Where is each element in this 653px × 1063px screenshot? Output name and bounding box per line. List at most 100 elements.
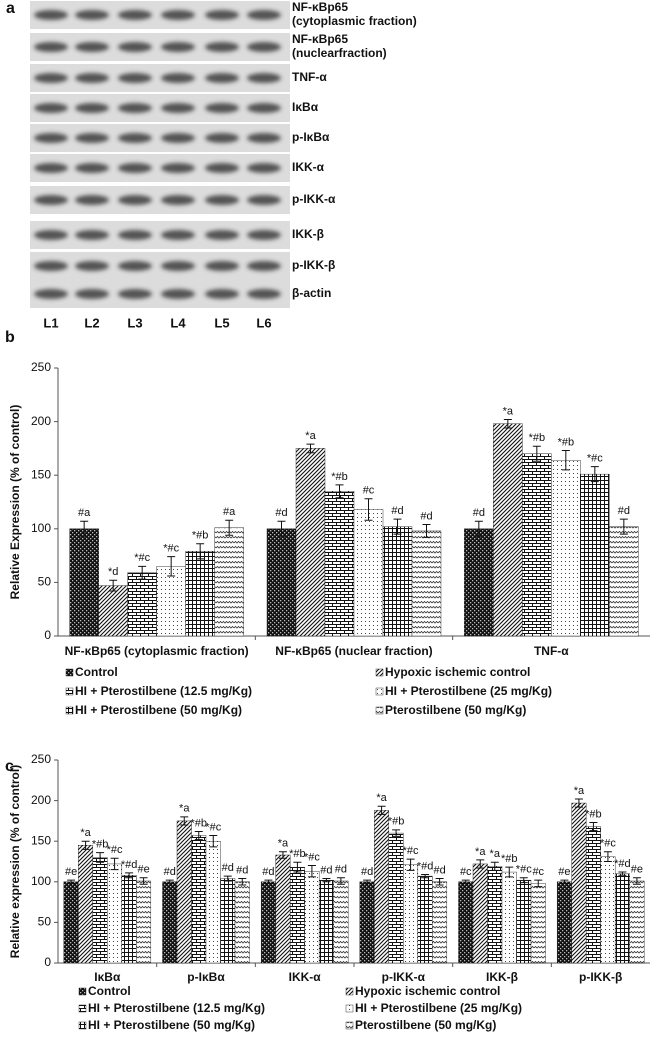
error-bar-line xyxy=(435,878,444,886)
bar xyxy=(185,551,215,637)
bar-annotation: *#d xyxy=(614,858,631,870)
error-bar-line xyxy=(603,851,612,862)
legend-label: Pterostilbene (50 mg/Kg) xyxy=(355,1018,496,1032)
blot-band xyxy=(161,10,195,20)
bar-annotation: *#b xyxy=(501,853,518,865)
blot-strip xyxy=(30,221,290,249)
bar-annotation: *a xyxy=(574,785,585,797)
blot-strip xyxy=(30,124,290,152)
blot-band xyxy=(161,195,195,205)
bar-annotation: *#b xyxy=(529,432,546,444)
x-tick-label: IκBα xyxy=(94,970,121,984)
error-bar xyxy=(307,865,316,878)
bar xyxy=(551,459,581,637)
error-bar xyxy=(393,518,402,535)
bar-annotation: *#c xyxy=(403,845,419,857)
blot-band xyxy=(118,103,152,113)
bar-annotation: #a xyxy=(223,506,236,518)
bar xyxy=(205,841,221,964)
bar xyxy=(234,881,250,964)
blot-band xyxy=(118,133,152,143)
error-bar xyxy=(561,450,570,471)
error-bar-line xyxy=(194,830,203,841)
error-bar xyxy=(363,879,372,884)
x-tick-label: p-IKK-β xyxy=(579,970,622,984)
error-bar xyxy=(238,878,247,886)
error-bar xyxy=(278,851,287,859)
error-bar-line xyxy=(225,519,234,536)
blot-row-label: NF-κBp65 xyxy=(292,0,348,14)
blot-band xyxy=(75,289,109,299)
blot-row-label: (cytoplasmic fraction) xyxy=(292,14,417,28)
bar-annotation: *a xyxy=(503,405,514,417)
error-bar xyxy=(490,861,499,871)
bar-annotation: #d xyxy=(433,864,445,876)
legend-label: HI + Pterostilbene (50 mg/Kg) xyxy=(88,1018,255,1032)
blot-strip xyxy=(30,94,290,122)
error-bar xyxy=(81,840,90,850)
bar-annotation: *#c xyxy=(304,851,320,863)
error-bar-line xyxy=(574,798,583,808)
bar xyxy=(69,528,99,637)
bar-annotation: #d xyxy=(420,510,432,522)
bar-annotation: #c xyxy=(532,866,544,878)
blot-band xyxy=(34,261,68,271)
blot-band xyxy=(205,289,239,299)
y-tick-label: 150 xyxy=(31,467,51,481)
error-bar xyxy=(590,466,599,483)
bar-annotation: *#d xyxy=(417,860,434,872)
blot-row-label: IκBα xyxy=(292,100,319,114)
blot-band xyxy=(34,133,68,143)
legend-swatch xyxy=(345,1004,354,1013)
blot-band xyxy=(161,73,195,83)
bar-annotation: *d xyxy=(108,566,118,578)
blot-strip xyxy=(30,33,290,61)
legend-label: HI + Pterostilbene (50 mg/Kg) xyxy=(75,703,242,717)
blot-strip xyxy=(30,154,290,182)
blot-band xyxy=(247,163,281,173)
x-tick-label: IKK-β xyxy=(486,970,518,984)
blot-band xyxy=(75,133,109,143)
error-bar xyxy=(519,877,528,884)
error-bar xyxy=(461,879,470,884)
blot-strip xyxy=(30,280,290,308)
blot-band xyxy=(118,163,152,173)
bar-annotation: *a xyxy=(278,838,289,850)
error-bar xyxy=(225,519,234,536)
legend-label: Control xyxy=(88,984,131,998)
error-bar-line xyxy=(364,498,373,521)
blot-band xyxy=(205,261,239,271)
error-bar xyxy=(209,835,218,848)
blot-band xyxy=(34,195,68,205)
bar-annotation: #e xyxy=(558,866,570,878)
bar-annotation: *a xyxy=(80,827,91,839)
error-bar-line xyxy=(109,579,118,592)
y-tick-label: 150 xyxy=(31,833,51,847)
error-bar-line xyxy=(421,873,430,879)
blot-row-label: (nuclearfraction) xyxy=(292,46,387,60)
bar-annotation: *a xyxy=(305,430,316,442)
blot-row-label: NF-κBp65 xyxy=(292,32,348,46)
error-bar xyxy=(421,873,430,879)
legend-swatch xyxy=(78,987,87,996)
x-tick-label: p-IKK-α xyxy=(382,970,426,984)
blot-strip xyxy=(30,1,290,29)
error-bar-line xyxy=(619,518,628,535)
error-bar-line xyxy=(632,877,641,885)
blot-row-label: p-IKK-α xyxy=(292,192,336,206)
lane-label: L4 xyxy=(170,315,186,330)
bar xyxy=(324,491,355,637)
bar xyxy=(411,530,442,637)
y-axis-label: Relative expression (% of control) xyxy=(8,765,22,958)
bar-annotation: *#b xyxy=(190,817,207,829)
error-bar xyxy=(474,520,483,537)
error-bar-line xyxy=(590,466,599,483)
error-bar-line xyxy=(377,805,386,815)
error-bar xyxy=(277,520,286,537)
error-bar-line xyxy=(406,858,415,871)
bar xyxy=(374,810,390,964)
legend-label: HI + Pterostilbene (12.5 mg/Kg) xyxy=(88,1001,265,1015)
error-bar xyxy=(619,518,628,535)
error-bar xyxy=(165,879,174,884)
